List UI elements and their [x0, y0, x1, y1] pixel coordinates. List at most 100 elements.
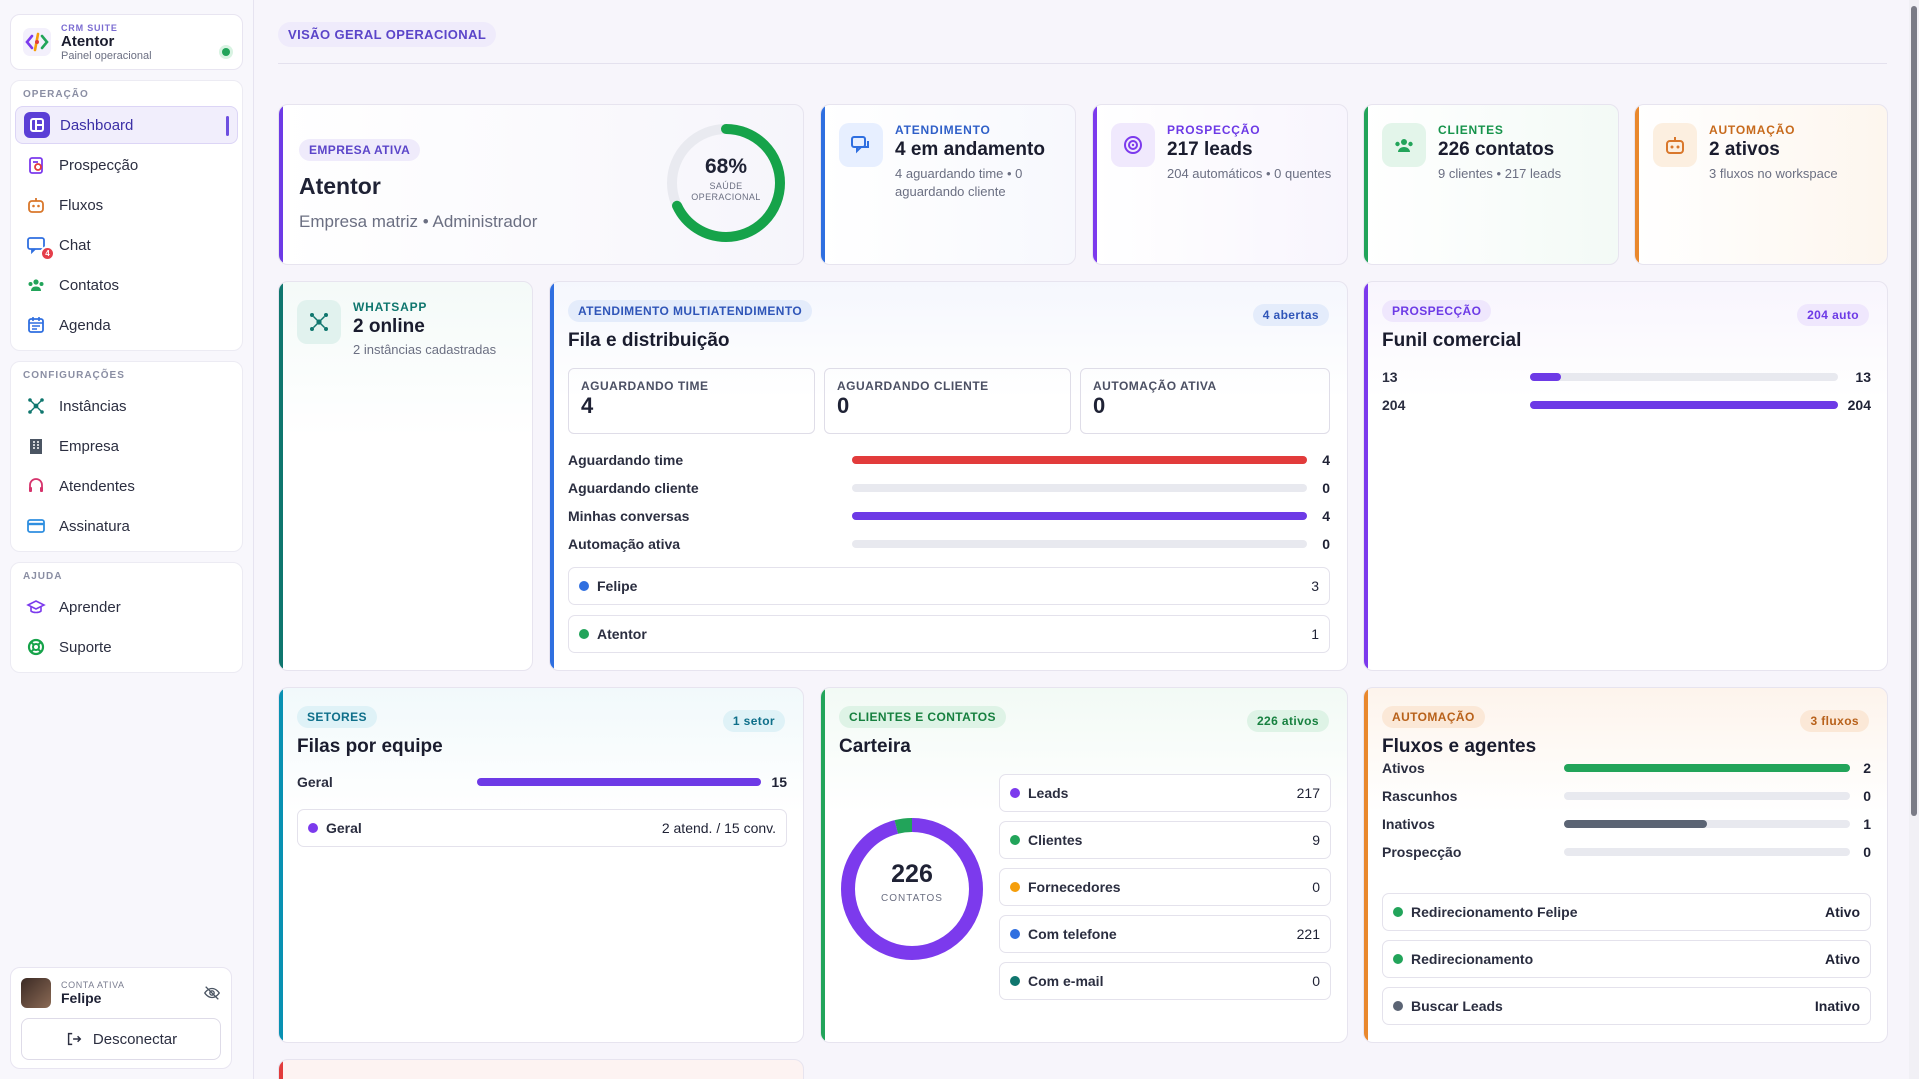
sidebar-item-agenda[interactable]: Agenda: [15, 306, 238, 344]
progress-track: [1564, 848, 1850, 856]
company-pill: EMPRESA ATIVA: [299, 139, 421, 161]
progress-fill: [852, 512, 1307, 520]
sidebar-item-dashboard[interactable]: Dashboard: [15, 106, 238, 144]
sidebar-item-contatos[interactable]: Contatos: [15, 266, 238, 304]
eye-off-icon[interactable]: [203, 984, 221, 1002]
progress-track: [1564, 820, 1850, 828]
avatar[interactable]: [21, 978, 51, 1008]
agent-row[interactable]: Atentor 1: [568, 615, 1330, 653]
automation-badge: 3 fluxos: [1800, 710, 1869, 732]
brand-logo-icon: [23, 28, 51, 56]
nav-group-operacao: OPERAÇÃO Dashboard Prospecção Fluxos 4 C…: [10, 80, 243, 351]
queue-box-value: 0: [1093, 393, 1106, 418]
bot-icon: [23, 192, 49, 218]
progress-fill: [477, 778, 761, 786]
agent-count: 1: [1311, 626, 1319, 642]
donut-segment-1: [841, 818, 983, 960]
flow-row[interactable]: Buscar Leads Inativo: [1382, 987, 1871, 1025]
sidebar-item-atendentes[interactable]: Atendentes: [15, 467, 238, 505]
sidebar-item-assinatura[interactable]: Assinatura: [15, 507, 238, 545]
automation-bar-row: Prospecção 0: [1382, 838, 1871, 866]
flow-row[interactable]: Redirecionamento Felipe Ativo: [1382, 893, 1871, 931]
bar-value: 204: [1847, 397, 1871, 413]
headset-icon: [23, 473, 49, 499]
portfolio-count: 221: [1296, 926, 1320, 942]
portfolio-dot: [1010, 929, 1020, 939]
bar-value: 4: [1322, 452, 1330, 468]
portfolio-count: 217: [1296, 785, 1320, 801]
brand-kicker: CRM SUITE: [61, 22, 118, 33]
whatsapp-kicker: WHATSAPP: [353, 300, 428, 314]
logout-button[interactable]: Desconectar: [21, 1018, 221, 1060]
chat-bubbles-icon: [839, 123, 883, 167]
portfolio-pill: CLIENTES E CONTATOS: [839, 706, 1006, 728]
queue-bar-row: Aguardando time 4: [568, 446, 1330, 474]
portfolio-row[interactable]: Com e-mail 0: [999, 962, 1331, 1000]
bar-value: 15: [771, 774, 787, 790]
whatsapp-value: 2 online: [353, 316, 425, 337]
sidebar-item-instancias[interactable]: Instâncias: [15, 387, 238, 425]
portfolio-name: Com e-mail: [1028, 973, 1104, 989]
portfolio-row[interactable]: Com telefone 221: [999, 915, 1331, 953]
bar-label: Minhas conversas: [568, 508, 690, 524]
flow-row[interactable]: Redirecionamento Ativo: [1382, 940, 1871, 978]
company-detail: Empresa matriz • Administrador: [299, 212, 538, 231]
logout-icon: [67, 1032, 82, 1046]
sidebar-item-label: Empresa: [59, 437, 120, 455]
automation-title: Fluxos e agentes: [1382, 736, 1537, 757]
bar-value: 2: [1863, 760, 1871, 776]
network-icon: [297, 300, 341, 344]
stat-card-clientes[interactable]: CLIENTES 226 contatos 9 clientes • 217 l…: [1363, 104, 1619, 265]
portfolio-dot: [1010, 788, 1020, 798]
portfolio-row[interactable]: Fornecedores 0: [999, 868, 1331, 906]
queue-box-label: AGUARDANDO CLIENTE: [837, 379, 989, 393]
sector-name: Geral: [326, 820, 362, 836]
portfolio-row[interactable]: Clientes 9: [999, 821, 1331, 859]
sectors-title: Filas por equipe: [297, 736, 443, 757]
nav-group-title: CONFIGURAÇÕES: [23, 370, 125, 381]
sectors-card: SETORES Filas por equipe 1 setor Geral 1…: [278, 687, 804, 1043]
queue-stat-box: AUTOMAÇÃO ATIVA 0: [1080, 368, 1330, 434]
page-scrollbar[interactable]: [1909, 0, 1919, 1079]
contacts-donut: 226 CONTATOS: [839, 816, 985, 962]
portfolio-title: Carteira: [839, 736, 911, 757]
progress-track: [852, 512, 1307, 520]
scrollbar-thumb[interactable]: [1911, 6, 1917, 816]
funnel-title: Funil comercial: [1382, 330, 1522, 351]
portfolio-dot: [1010, 835, 1020, 845]
sidebar-item-suporte[interactable]: Suporte: [15, 628, 238, 666]
whatsapp-card[interactable]: WHATSAPP 2 online 2 instâncias cadastrad…: [278, 281, 533, 671]
brand-block[interactable]: CRM SUITE Atentor Painel operacional: [10, 14, 243, 70]
bar-label: 13: [1382, 369, 1398, 385]
sidebar-item-label: Fluxos: [59, 196, 104, 214]
flow-status: Inativo: [1814, 998, 1860, 1014]
sidebar-item-fluxos[interactable]: Fluxos: [15, 186, 238, 224]
stat-card-automacao[interactable]: AUTOMAÇÃO 2 ativos 3 fluxos no workspace: [1634, 104, 1888, 265]
queue-bar-row: Minhas conversas 4: [568, 502, 1330, 530]
target-icon: [1111, 123, 1155, 167]
funnel-badge: 204 auto: [1797, 304, 1869, 326]
bar-value: 13: [1855, 369, 1871, 385]
progress-track: [852, 540, 1307, 548]
funnel-card: PROSPECÇÃO Funil comercial 204 auto 13 1…: [1363, 281, 1888, 671]
stat-value: 4 em andamento: [895, 139, 1045, 160]
sidebar-item-label: Chat: [59, 236, 91, 254]
lifebuoy-icon: [23, 634, 49, 660]
progress-fill: [1564, 820, 1707, 828]
sidebar-item-empresa[interactable]: Empresa: [15, 427, 238, 465]
stat-card-atendimento[interactable]: ATENDIMENTO 4 em andamento 4 aguardando …: [820, 104, 1076, 265]
account-kicker: CONTA ATIVA: [61, 980, 125, 990]
automation-pill: AUTOMAÇÃO: [1382, 706, 1485, 728]
sidebar-item-prospeccao[interactable]: Prospecção: [15, 146, 238, 184]
portfolio-count: 9: [1312, 832, 1320, 848]
bar-label: Aguardando time: [568, 452, 684, 468]
sidebar-item-chat[interactable]: 4 Chat: [15, 226, 238, 264]
sector-row[interactable]: Geral 2 atend. / 15 conv.: [297, 809, 787, 847]
queue-stat-box: AGUARDANDO TIME 4: [568, 368, 815, 434]
sidebar-item-aprender[interactable]: Aprender: [15, 588, 238, 626]
stat-card-prospeccao[interactable]: PROSPECÇÃO 217 leads 204 automáticos • 0…: [1092, 104, 1348, 265]
nav-group-configuracoes: CONFIGURAÇÕES Instâncias Empresa Atenden…: [10, 361, 243, 552]
portfolio-row[interactable]: Leads 217: [999, 774, 1331, 812]
flow-name: Redirecionamento: [1411, 951, 1534, 967]
agent-row[interactable]: Felipe 3: [568, 567, 1330, 605]
